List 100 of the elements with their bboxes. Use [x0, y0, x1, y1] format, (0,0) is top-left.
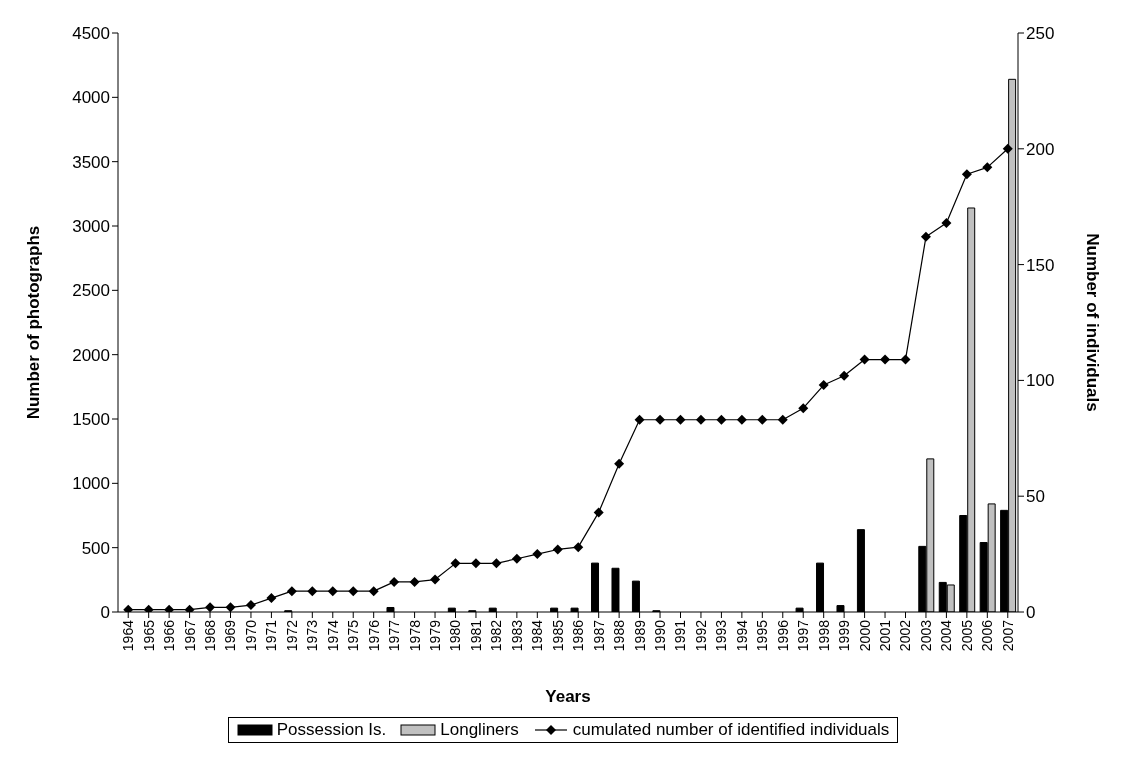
point	[205, 602, 216, 612]
x-tick-label: 1966	[161, 619, 178, 652]
x-tick-label: 1965	[140, 619, 157, 652]
x-tick-label: 1989	[631, 619, 648, 652]
point	[818, 380, 829, 391]
x-tick-label: 1992	[692, 619, 709, 652]
x-tick-label: 1971	[263, 619, 280, 652]
x-tick-label: 1985	[549, 619, 566, 652]
y-tick-label: 4500	[72, 24, 110, 44]
x-tick-label: 1968	[201, 619, 218, 652]
point	[307, 586, 318, 597]
point	[716, 414, 727, 425]
y2-tick-label: 150	[1026, 255, 1055, 275]
x-tick-label: 1988	[611, 619, 628, 652]
x-tick-label: 1981	[467, 619, 484, 652]
x-tick-label: 1996	[774, 619, 791, 652]
x-tick-label: 1970	[242, 619, 259, 652]
x-tick-label: 1990	[651, 619, 668, 652]
y-tick-label: 3500	[72, 152, 110, 172]
x-tick-label: 1979	[426, 619, 443, 652]
x-tick-label: 1986	[570, 619, 587, 652]
point	[327, 586, 338, 597]
y-tick-label: 1500	[72, 410, 110, 430]
x-tick-label: 2000	[856, 619, 873, 652]
x-tick-label: 1999	[836, 619, 853, 652]
y2-tick-label: 50	[1026, 487, 1045, 507]
point	[532, 549, 543, 560]
y2-tick-label: 200	[1026, 139, 1055, 159]
x-tick-label: 1998	[815, 619, 832, 652]
point	[143, 604, 154, 612]
legend-label: Possession Is.	[276, 720, 387, 740]
y2-tick-label: 100	[1026, 371, 1055, 391]
point	[573, 542, 584, 553]
x-axis-title: Years	[545, 687, 591, 706]
y-tick-label: 2500	[72, 281, 110, 301]
x-tick-label: 1978	[406, 619, 423, 652]
y2-axis-title: Number of individuals	[1082, 233, 1102, 412]
x-tick-label: 2004	[938, 619, 955, 652]
point	[368, 586, 379, 597]
point	[1002, 143, 1013, 154]
x-tick-label: 1987	[590, 619, 607, 652]
point	[982, 162, 993, 173]
point	[777, 414, 788, 425]
x-tick-label: 1994	[733, 619, 750, 652]
x-tick-label: 1984	[529, 619, 546, 652]
legend-label: Longliners	[440, 720, 519, 740]
x-tick-label: 1972	[283, 619, 300, 652]
x-tick-label: 1977	[386, 619, 403, 652]
x-tick-label: 1976	[365, 619, 382, 652]
point	[491, 558, 502, 569]
x-tick-label: 2002	[897, 619, 914, 652]
x-tick-label: 1980	[447, 619, 464, 652]
point	[798, 403, 809, 414]
point	[511, 553, 522, 564]
y2-tick-label: 0	[1026, 603, 1036, 623]
point	[880, 354, 891, 365]
point	[348, 586, 359, 597]
x-tick-label: 1974	[324, 619, 341, 652]
x-tick-label: 1991	[672, 619, 689, 652]
x-tick-label: 1995	[754, 619, 771, 652]
point	[470, 558, 481, 569]
legend-label: cumulated number of identified individuals	[572, 720, 890, 740]
x-tick-label: 1983	[508, 619, 525, 652]
point	[757, 414, 768, 425]
y-tick-label: 2000	[72, 345, 110, 365]
point	[266, 593, 277, 604]
point	[286, 586, 297, 597]
point	[593, 507, 604, 518]
point	[675, 414, 686, 425]
point	[225, 602, 236, 612]
point	[184, 604, 195, 612]
point	[123, 604, 134, 612]
x-tick-label: 1975	[345, 619, 362, 652]
point	[450, 558, 461, 569]
point	[245, 600, 256, 611]
point	[839, 370, 850, 381]
y-axis-title: Number of photographs	[24, 225, 44, 420]
y2-tick-label: 250	[1026, 24, 1055, 44]
x-tick-label: 1969	[222, 619, 239, 652]
point	[430, 574, 441, 585]
y-tick-label: 1000	[72, 474, 110, 494]
point	[941, 217, 952, 228]
point	[695, 414, 706, 425]
point	[859, 354, 870, 365]
point	[900, 354, 911, 365]
point	[920, 231, 931, 242]
point	[552, 544, 563, 555]
point	[736, 414, 747, 425]
x-tick-label: 1967	[181, 619, 198, 652]
x-tick-label: 2003	[917, 619, 934, 652]
point	[164, 604, 175, 612]
x-tick-label: 1964	[120, 619, 137, 652]
x-tick-label: 1982	[488, 619, 505, 652]
y-tick-label: 500	[81, 538, 110, 558]
x-tick-label: 2001	[876, 619, 893, 652]
x-tick-label: 1993	[713, 619, 730, 652]
x-tick-label: 1973	[304, 619, 321, 652]
x-tick-label: 1997	[795, 619, 812, 652]
y-tick-label: 0	[100, 603, 110, 623]
point	[409, 576, 420, 587]
